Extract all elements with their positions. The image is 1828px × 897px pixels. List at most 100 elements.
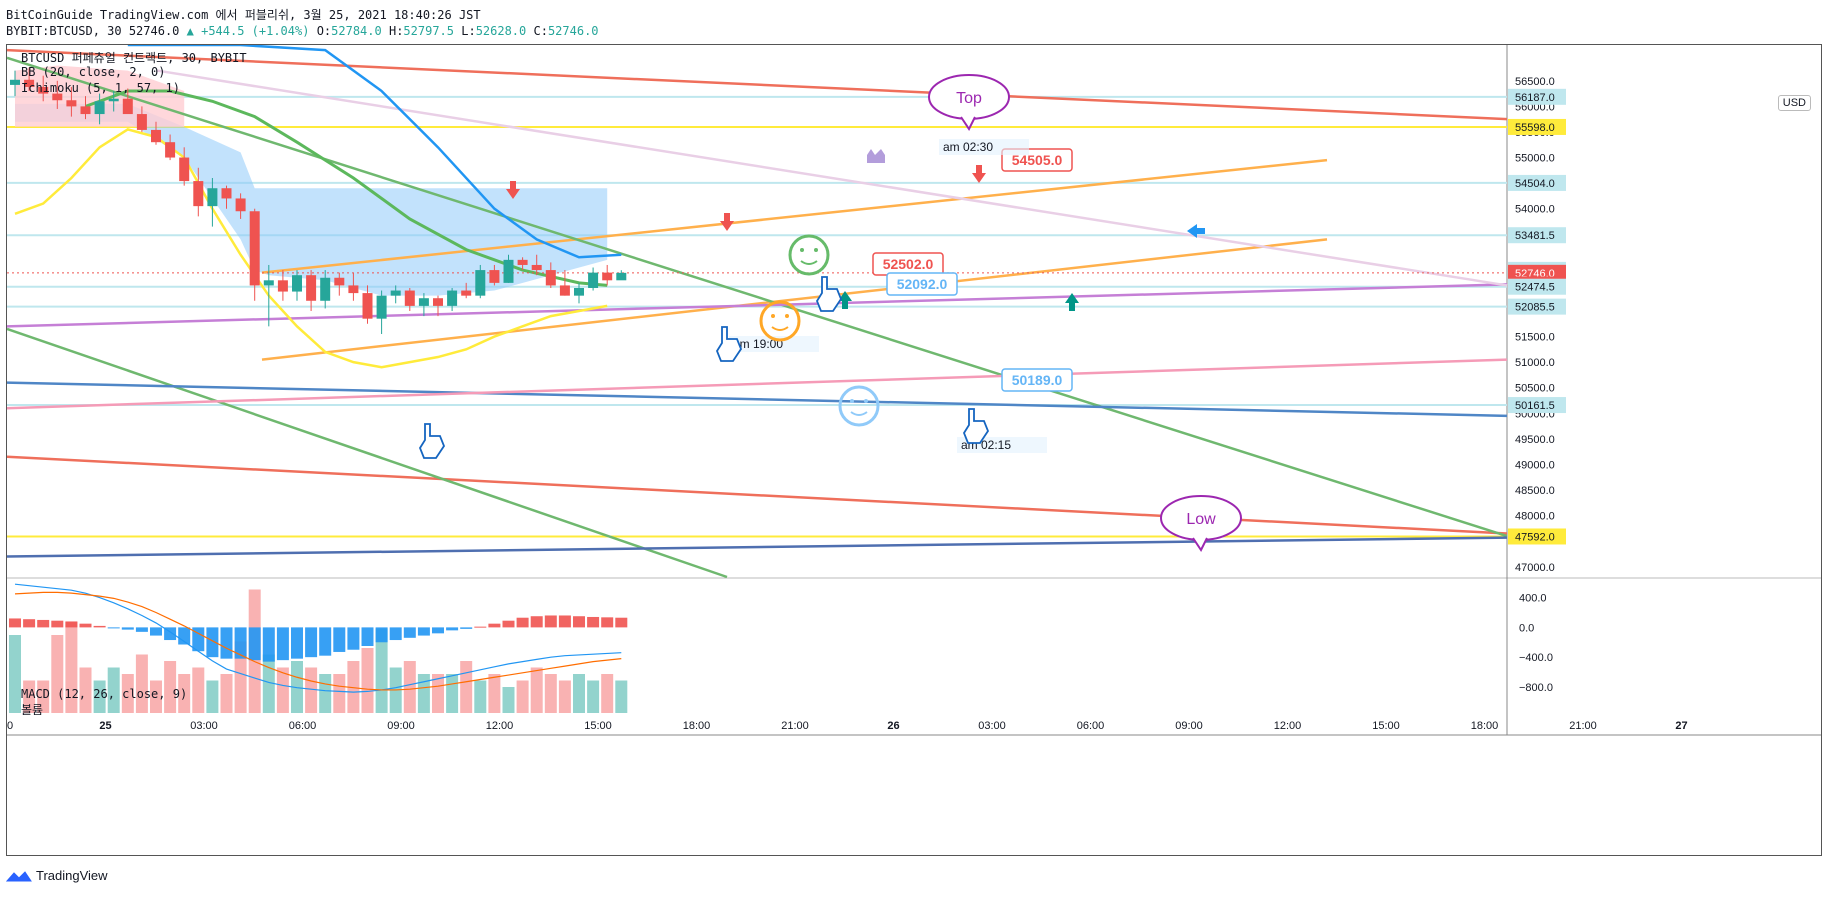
trendline [7,381,1508,418]
macd-histogram-bar [37,619,50,628]
time-tick-label: 21:00 [1569,720,1597,732]
ichimoku-legend[interactable]: Ichimoku (5, 1, 57, 1) [21,81,180,95]
face-eye [771,314,775,318]
face-eye [800,248,804,252]
footer: TradingView [6,868,108,883]
macd-legend[interactable]: MACD (12, 26, close, 9) [21,687,188,701]
volume-bar [615,680,628,713]
price-tick-label: 49000.0 [1515,459,1555,471]
trendline [7,327,728,579]
candle-body [122,98,133,115]
candle-body [235,198,246,212]
face-eye [850,399,854,403]
candle-body [559,285,570,296]
time-tick-label: 18:00 [1471,720,1499,732]
volume-bar [93,680,106,713]
macd-histogram-bar [403,627,416,638]
candle-body [80,106,91,115]
volume-bar [488,674,501,713]
candle-body [418,298,429,306]
price-label: 54504.0 [1515,178,1555,190]
trendline [261,158,1328,274]
macd-histogram-bar [319,627,332,656]
volume-bar [51,635,64,713]
macd-histogram-bar [9,618,21,628]
price-tag-label: 52092.0 [897,276,948,292]
macd-histogram-bar [333,627,346,652]
volume-bar [107,667,120,713]
volume-bar [234,641,247,713]
main-series-legend[interactable]: BTCUSD 퍼페츄얼 컨트랙트, 30, BYBIT [21,51,247,65]
candle-body [433,298,443,306]
candle-body [348,285,359,294]
macd-histogram-bar [347,627,360,650]
volume-bar [135,654,148,713]
volume-bar [150,680,162,713]
macd-tick-label: 0.0 [1519,622,1534,634]
chart-frame[interactable]: 56500.056000.055500.055000.054000.053500… [6,44,1822,856]
volume-bar [460,661,473,713]
price-tick-label: 48000.0 [1515,511,1555,523]
volume-bar [474,680,487,713]
time-tick-label: 09:00 [1175,720,1203,732]
candle-body [588,272,599,288]
volume-bar [558,680,571,713]
macd-histogram-bar [135,627,148,632]
macd-histogram-bar [305,627,318,658]
bb-legend[interactable]: BB (20, close, 2, 0) [21,65,166,79]
volume-bar [121,674,134,713]
price-change: ▲ +544.5 (+1.04%) [186,24,310,38]
macd-histogram-bar [93,625,106,628]
macd-histogram-bar [460,627,473,629]
macd-histogram-bar [234,627,247,659]
time-tick-label: 15:00 [1372,720,1400,732]
macd-histogram-bar [361,627,374,646]
candle-body [38,86,49,94]
candle-body [193,181,204,207]
arrow-left-icon [1187,224,1205,238]
volume-bar [65,622,78,713]
candle-body [517,259,528,265]
volume-legend[interactable]: 볼륨 [21,703,44,717]
volume-bar [432,674,444,713]
price-tick-label: 55000.0 [1515,153,1555,165]
time-note-label: am 02:30 [943,140,993,154]
volume-bar [544,674,557,713]
price-tick-label: 51000.0 [1515,357,1555,369]
last-price: 52746.0 [128,24,180,38]
price-chart[interactable]: 56500.056000.055500.055000.054000.053500… [7,45,1821,855]
price-tag-box [886,272,958,296]
trendline [7,56,1508,538]
callout-tail [1192,537,1208,552]
macd-histogram-bar [558,615,571,628]
face-mouth [800,260,818,265]
volume-bar [79,667,92,713]
candle-body [447,290,458,306]
trendline [7,48,1508,121]
macd-histogram-bar [192,627,205,652]
volume-bar [587,680,600,713]
volume-bar [516,680,529,713]
price-tick-label: 51500.0 [1515,332,1555,344]
candle-body [136,114,147,130]
candle-body [179,157,190,182]
face-eye [864,399,868,403]
price-label: 56187.0 [1515,92,1555,104]
price-tag-box [1001,368,1073,392]
smiley-face-icon [788,234,830,276]
macd-histogram-bar [79,623,92,628]
currency-button[interactable]: USD [1777,95,1811,111]
time-tick-label: 06:00 [1077,720,1105,732]
trendline [7,455,1508,535]
volume-bar [319,674,332,713]
volume-bar [601,674,614,713]
close-label: C: [533,24,548,38]
volume-bar [37,680,50,713]
volume-bar [446,674,459,713]
macd-histogram-bar [51,620,64,628]
price-label-bg [1508,88,1566,105]
low-label: L: [461,24,476,38]
high-value: 52797.5 [403,24,454,38]
price-label: 52474.5 [1515,282,1555,294]
price-label-bg [1508,278,1566,295]
